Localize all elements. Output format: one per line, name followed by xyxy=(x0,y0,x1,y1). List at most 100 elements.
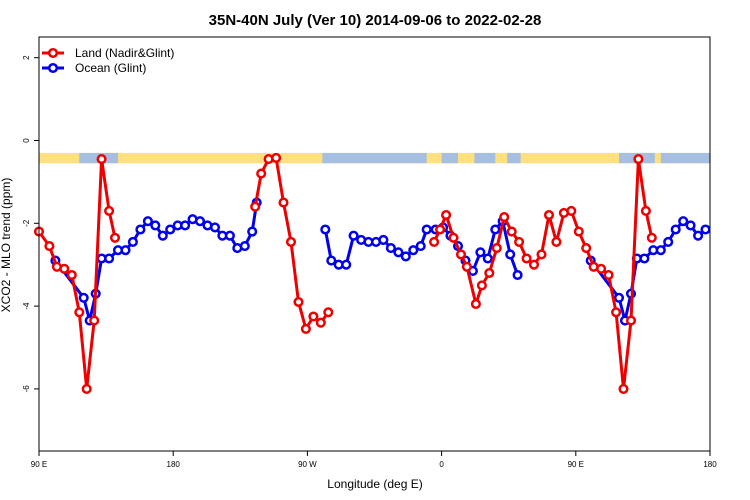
land-point xyxy=(625,315,637,326)
legend-item-ocean: Ocean (Glint) xyxy=(42,61,146,75)
y-axis: 2 0 -2 -4 -6 xyxy=(22,55,39,392)
plot-frame xyxy=(38,36,711,452)
land-point xyxy=(448,232,459,243)
ocean-point xyxy=(685,220,696,231)
land-point xyxy=(435,224,446,235)
land-point xyxy=(551,236,562,247)
land-point xyxy=(429,236,440,247)
land-point xyxy=(573,226,584,237)
x-tick-label: 90 E xyxy=(568,460,584,469)
ocean-point xyxy=(120,245,131,256)
legend-label: Land (Nadir&Glint) xyxy=(75,46,174,60)
ocean-point xyxy=(693,230,704,241)
ocean-point xyxy=(385,243,396,254)
ocean-point xyxy=(663,236,674,247)
ocean-point xyxy=(655,245,666,256)
y-axis-label: XCO2 - MLO trend (ppm) xyxy=(0,178,13,313)
land-point xyxy=(611,307,622,318)
ocean-point xyxy=(104,253,115,264)
land-point xyxy=(104,205,115,216)
land-point xyxy=(59,263,70,274)
y-tick-label: 0 xyxy=(22,138,31,143)
ocean-point xyxy=(247,226,258,237)
ocean-point xyxy=(224,230,235,241)
land-point xyxy=(74,307,85,318)
land-point xyxy=(293,296,304,308)
ocean-point xyxy=(239,241,250,252)
land-point xyxy=(491,243,502,254)
land-point xyxy=(66,269,77,281)
land-point xyxy=(96,154,107,165)
land-point xyxy=(271,152,282,163)
x-axis-label: Longitude (deg E) xyxy=(327,477,422,491)
ocean-line xyxy=(54,202,259,323)
ocean-point xyxy=(135,224,146,235)
ocean-point xyxy=(505,249,516,260)
land-point xyxy=(506,226,517,237)
ocean-point xyxy=(678,216,689,227)
land-point xyxy=(603,269,614,281)
ocean-band xyxy=(507,152,521,164)
land-line xyxy=(37,157,117,391)
ocean-point xyxy=(150,220,161,231)
land-point xyxy=(89,315,100,326)
ocean-point xyxy=(180,220,191,231)
ocean-point xyxy=(194,216,206,227)
legend: Land (Nadir&Glint)Ocean (Glint) xyxy=(42,46,174,75)
x-tick-label: 90 E xyxy=(31,460,47,469)
land-point xyxy=(285,236,297,247)
ocean-point xyxy=(613,292,625,303)
x-axis: 90 E 180 90 W 0 90 E 180 xyxy=(31,451,717,469)
land-point xyxy=(640,205,651,216)
land-ocean-strip xyxy=(39,152,710,164)
ocean-point xyxy=(639,253,650,264)
ocean-point xyxy=(512,269,523,281)
land-point xyxy=(441,209,452,221)
legend-label: Ocean (Glint) xyxy=(75,61,146,75)
land-point xyxy=(596,263,607,274)
land-point xyxy=(109,232,121,243)
ocean-point xyxy=(326,255,337,266)
ocean-point xyxy=(320,224,331,235)
land-series xyxy=(33,152,657,394)
y-tick-label: 2 xyxy=(22,55,31,60)
land-point xyxy=(323,307,334,318)
chart-title: 35N-40N July (Ver 10) 2014-09-06 to 2022… xyxy=(209,12,542,29)
ocean-point xyxy=(475,247,486,258)
land-point xyxy=(484,267,495,279)
legend-item-land: Land (Nadir&Glint) xyxy=(42,46,174,60)
land-point xyxy=(315,317,326,328)
land-point xyxy=(528,259,540,270)
y-tick-label: -2 xyxy=(22,219,31,227)
land-point xyxy=(633,154,644,165)
ocean-point xyxy=(348,230,359,241)
land-line xyxy=(432,157,654,391)
ocean-point xyxy=(341,259,352,270)
ocean-band xyxy=(441,152,459,164)
land-point xyxy=(278,197,289,208)
ocean-point xyxy=(700,224,711,235)
ocean-band xyxy=(322,152,427,164)
ocean-point xyxy=(408,245,419,256)
ocean-point xyxy=(670,224,681,235)
ocean-point xyxy=(127,236,138,247)
ocean-point xyxy=(378,234,389,245)
land-point xyxy=(521,253,532,264)
ocean-band xyxy=(660,152,710,164)
land-point xyxy=(514,236,525,247)
land-point xyxy=(470,298,481,310)
x-tick-label: 90 W xyxy=(298,460,317,469)
land-point xyxy=(543,209,555,221)
land-point xyxy=(455,249,467,260)
land-point xyxy=(566,205,577,216)
ocean-point xyxy=(393,247,404,258)
land-point xyxy=(44,241,55,252)
land-point xyxy=(536,249,547,260)
y-tick-label: -4 xyxy=(22,302,31,310)
land-point xyxy=(461,261,472,272)
ocean-point xyxy=(400,251,411,262)
ocean-point xyxy=(78,292,89,303)
x-tick-label: 0 xyxy=(439,460,444,469)
ocean-point xyxy=(209,222,221,233)
